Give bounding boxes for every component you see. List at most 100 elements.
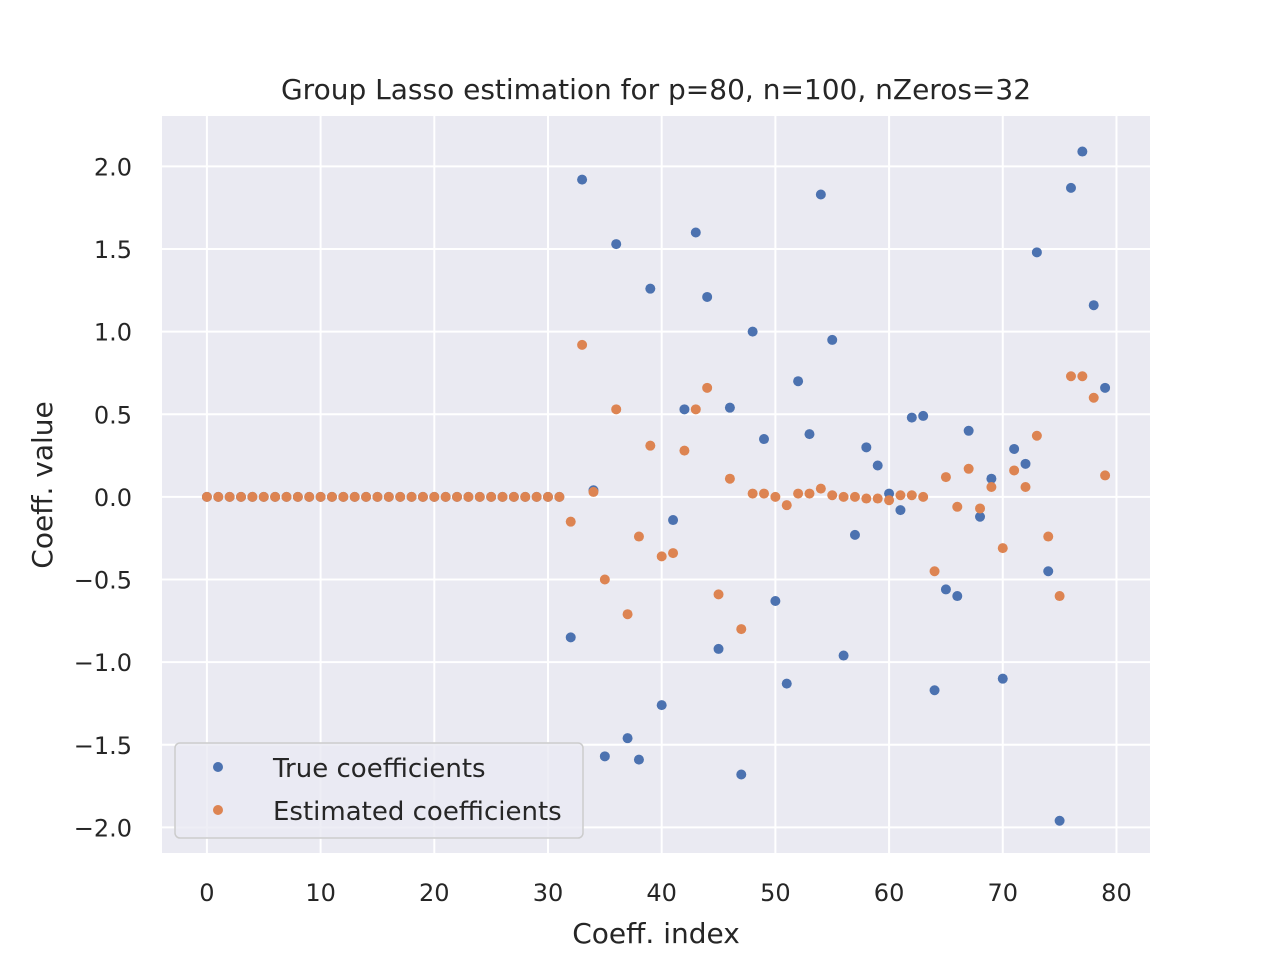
estimated-coefficient-point: [804, 488, 815, 499]
estimated-coefficient-point: [599, 574, 610, 585]
estimated-coefficient-point: [940, 472, 951, 483]
estimated-coefficient-point: [815, 483, 826, 494]
estimated-coefficient-point: [997, 543, 1008, 554]
estimated-coefficient-point: [201, 491, 212, 502]
estimated-coefficient-point: [304, 491, 315, 502]
estimated-coefficient-point: [236, 491, 247, 502]
estimated-coefficient-point: [258, 491, 269, 502]
true-coefficient-point: [793, 376, 804, 387]
true-coefficient-point: [929, 685, 940, 696]
estimated-coefficient-point: [474, 491, 485, 502]
estimated-coefficient-point: [975, 503, 986, 514]
estimated-coefficient-point: [383, 491, 394, 502]
data-points: [201, 146, 1111, 826]
estimated-coefficient-point: [554, 491, 565, 502]
plot-area: [162, 116, 1150, 853]
estimated-coefficient-point: [884, 495, 895, 506]
y-tick-label: −0.5: [74, 567, 132, 595]
estimated-coefficient-point: [406, 491, 417, 502]
estimated-coefficient-point: [463, 491, 474, 502]
estimated-coefficient-point: [1077, 371, 1088, 382]
true-coefficient-point: [1054, 815, 1065, 826]
estimated-coefficient-point: [417, 491, 428, 502]
true-coefficient-point: [656, 700, 667, 711]
legend-marker-true: [213, 762, 223, 772]
true-coefficient-point: [759, 434, 770, 445]
estimated-coefficient-point: [906, 490, 917, 501]
estimated-coefficient-point: [1054, 591, 1065, 602]
estimated-coefficient-point: [747, 488, 758, 499]
estimated-coefficient-point: [361, 491, 372, 502]
estimated-coefficient-point: [1020, 481, 1031, 492]
true-coefficient-point: [690, 227, 701, 238]
estimated-coefficient-point: [895, 490, 906, 501]
estimated-coefficient-point: [645, 440, 656, 451]
true-coefficient-point: [1100, 382, 1111, 393]
legend-label-estimated: Estimated coefficients: [273, 797, 562, 827]
estimated-coefficient-point: [793, 488, 804, 499]
estimated-coefficient-point: [1043, 531, 1054, 542]
estimated-coefficient-point: [861, 493, 872, 504]
x-tick-label: 20: [419, 879, 450, 907]
estimated-coefficient-point: [713, 589, 724, 600]
estimated-coefficient-point: [679, 445, 690, 456]
estimated-coefficient-point: [372, 491, 383, 502]
true-coefficient-point: [599, 751, 610, 762]
true-coefficient-point: [827, 334, 838, 345]
estimated-coefficient-point: [1031, 430, 1042, 441]
estimated-coefficient-point: [611, 404, 622, 415]
estimated-coefficient-point: [270, 491, 281, 502]
true-coefficient-point: [1065, 182, 1076, 193]
estimated-coefficient-point: [827, 490, 838, 501]
estimated-coefficient-point: [213, 491, 224, 502]
estimated-coefficient-point: [918, 491, 929, 502]
true-coefficient-point: [838, 650, 849, 661]
y-tick-label: 0.5: [94, 401, 132, 429]
estimated-coefficient-point: [724, 473, 735, 484]
estimated-coefficient-point: [577, 339, 588, 350]
estimated-coefficient-point: [929, 566, 940, 577]
legend-marker-estimated: [213, 805, 223, 815]
y-tick-label: 2.0: [94, 153, 132, 181]
true-coefficient-point: [997, 673, 1008, 684]
true-coefficient-point: [815, 189, 826, 200]
true-coefficient-point: [645, 283, 656, 294]
x-tick-label: 80: [1101, 879, 1132, 907]
true-coefficient-point: [770, 595, 781, 606]
true-coefficient-point: [724, 402, 735, 413]
x-tick-label: 70: [987, 879, 1018, 907]
estimated-coefficient-point: [1088, 392, 1099, 403]
estimated-coefficient-point: [838, 491, 849, 502]
true-coefficient-point: [611, 239, 622, 250]
estimated-coefficient-point: [281, 491, 292, 502]
estimated-coefficient-point: [315, 491, 326, 502]
estimated-coefficient-point: [849, 491, 860, 502]
x-tick-label: 40: [646, 879, 677, 907]
true-coefficient-point: [1043, 566, 1054, 577]
y-tick-label: 1.5: [94, 236, 132, 264]
estimated-coefficient-point: [292, 491, 303, 502]
estimated-coefficient-point: [702, 382, 713, 393]
true-coefficient-point: [906, 412, 917, 423]
y-tick-label: −1.5: [74, 732, 132, 760]
true-coefficient-point: [986, 473, 997, 484]
true-coefficient-point: [702, 291, 713, 302]
true-coefficient-point: [1031, 247, 1042, 258]
estimated-coefficient-point: [781, 500, 792, 511]
estimated-coefficient-point: [633, 531, 644, 542]
estimated-coefficient-point: [338, 491, 349, 502]
estimated-coefficient-point: [986, 481, 997, 492]
estimated-coefficient-point: [326, 491, 337, 502]
true-coefficient-point: [804, 429, 815, 440]
true-coefficient-point: [918, 410, 929, 421]
estimated-coefficient-point: [622, 609, 633, 620]
true-coefficient-point: [736, 769, 747, 780]
true-coefficient-point: [633, 754, 644, 765]
estimated-coefficient-point: [247, 491, 258, 502]
estimated-coefficient-point: [872, 493, 883, 504]
x-tick-label: 50: [760, 879, 791, 907]
y-tick-label: −1.0: [74, 649, 132, 677]
estimated-coefficient-point: [1009, 465, 1020, 476]
estimated-coefficient-point: [759, 488, 770, 499]
